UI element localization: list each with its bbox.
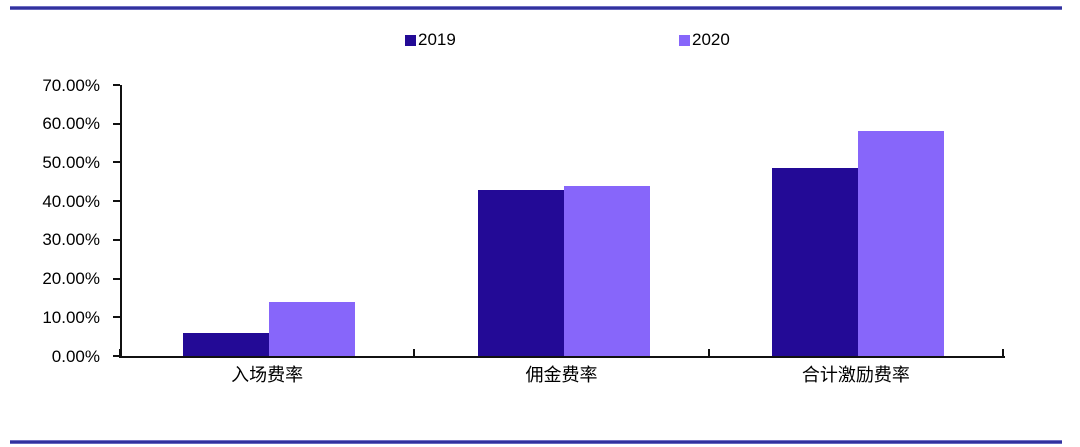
bar-2020-佣金费率 <box>563 185 650 356</box>
x-axis-tick <box>707 349 710 358</box>
y-axis-tick-label: 70.00% <box>42 75 100 95</box>
y-axis-tick-label: 60.00% <box>42 114 100 134</box>
x-axis-tick <box>413 349 416 358</box>
y-axis-tick-label: 50.00% <box>42 152 100 172</box>
legend: 2019 2020 <box>0 30 1080 49</box>
x-category-label: 合计激励费率 <box>801 365 910 385</box>
legend-swatch-2020-icon <box>679 34 690 46</box>
y-axis-tick <box>113 122 120 125</box>
legend-label-2020: 2020 <box>692 30 730 49</box>
bottom-divider <box>10 440 1062 444</box>
y-axis-tick <box>113 355 120 357</box>
bar-2020-入场费率 <box>269 301 356 356</box>
y-axis-tick <box>113 277 120 280</box>
top-divider <box>10 6 1062 10</box>
x-axis-tick <box>119 349 121 358</box>
legend-swatch-2019-icon <box>405 34 416 46</box>
y-axis-tick-label: 10.00% <box>42 307 100 327</box>
y-axis-tick <box>113 316 120 319</box>
y-axis-tick-label: 0.00% <box>51 346 100 366</box>
y-axis-tick-label: 40.00% <box>42 191 100 211</box>
y-axis-tick-label: 30.00% <box>42 230 100 250</box>
x-axis-tick <box>1002 349 1004 358</box>
plot-area <box>120 85 1005 358</box>
y-axis-tick <box>113 84 120 86</box>
x-category-label: 佣金费率 <box>525 365 598 385</box>
legend-item-2020: 2020 <box>679 30 730 49</box>
bar-2019-合计激励费率 <box>771 168 858 356</box>
bar-2019-入场费率 <box>183 332 270 356</box>
legend-item-2019: 2019 <box>405 30 456 49</box>
y-axis-tick <box>113 161 120 164</box>
y-axis-tick-label: 20.00% <box>42 269 100 289</box>
y-axis-tick <box>113 200 120 203</box>
y-axis-tick <box>113 238 120 241</box>
bar-2019-佣金费率 <box>477 189 564 356</box>
legend-label-2019: 2019 <box>418 30 456 49</box>
x-category-label: 入场费率 <box>231 365 304 385</box>
bar-2020-合计激励费率 <box>857 131 944 356</box>
